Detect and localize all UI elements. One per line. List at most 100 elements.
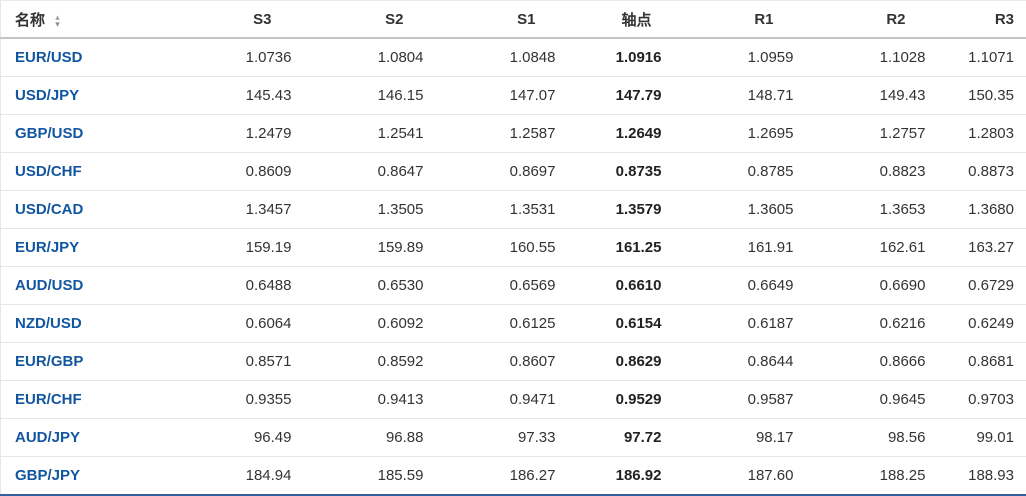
s1-value: 147.07 (436, 77, 568, 115)
column-header-s2[interactable]: S2 (304, 1, 436, 39)
pair-link[interactable]: GBP/USD (15, 125, 83, 142)
s2-value: 0.8647 (304, 153, 436, 191)
s1-value: 0.8607 (436, 343, 568, 381)
r3-value: 188.93 (938, 457, 1026, 496)
pair-link[interactable]: EUR/USD (15, 49, 83, 66)
r1-value: 1.0959 (674, 38, 806, 77)
s2-value: 1.3505 (304, 191, 436, 229)
pair-link[interactable]: EUR/CHF (15, 391, 82, 408)
table-header-row: 名称 ▴ ▾ S3 S2 S1 轴点 R1 R2 R3 (1, 1, 1026, 39)
pair-name-cell: EUR/CHF (1, 381, 164, 419)
pair-link[interactable]: AUD/USD (15, 277, 83, 294)
pair-name-cell: NZD/USD (1, 305, 164, 343)
pivot-value: 1.2649 (568, 115, 674, 153)
r3-value: 0.6249 (938, 305, 1026, 343)
r1-value: 0.8785 (674, 153, 806, 191)
r2-value: 1.1028 (806, 38, 938, 77)
column-header-r3[interactable]: R3 (938, 1, 1026, 39)
pair-name-cell: USD/JPY (1, 77, 164, 115)
pivot-value: 0.9529 (568, 381, 674, 419)
table-row: USD/CAD 1.3457 1.3505 1.3531 1.3579 1.36… (1, 191, 1026, 229)
column-header-s3[interactable]: S3 (164, 1, 304, 39)
table-row: USD/JPY 145.43 146.15 147.07 147.79 148.… (1, 77, 1026, 115)
r1-value: 0.8644 (674, 343, 806, 381)
r3-value: 0.8873 (938, 153, 1026, 191)
r2-value: 0.9645 (806, 381, 938, 419)
s2-value: 159.89 (304, 229, 436, 267)
r2-value: 0.6216 (806, 305, 938, 343)
pair-link[interactable]: USD/JPY (15, 87, 79, 104)
r1-value: 98.17 (674, 419, 806, 457)
column-header-r1[interactable]: R1 (674, 1, 806, 39)
r1-value: 161.91 (674, 229, 806, 267)
pivot-value: 0.6610 (568, 267, 674, 305)
s2-value: 0.8592 (304, 343, 436, 381)
column-header-name-label: 名称 (15, 12, 45, 29)
s1-value: 0.6125 (436, 305, 568, 343)
table-row: NZD/USD 0.6064 0.6092 0.6125 0.6154 0.61… (1, 305, 1026, 343)
table-row: GBP/JPY 184.94 185.59 186.27 186.92 187.… (1, 457, 1026, 496)
r1-value: 1.2695 (674, 115, 806, 153)
pair-link[interactable]: USD/CHF (15, 163, 82, 180)
pivot-value: 0.6154 (568, 305, 674, 343)
s2-value: 0.6092 (304, 305, 436, 343)
r2-value: 98.56 (806, 419, 938, 457)
s3-value: 1.3457 (164, 191, 304, 229)
s1-value: 97.33 (436, 419, 568, 457)
s3-value: 159.19 (164, 229, 304, 267)
r3-value: 163.27 (938, 229, 1026, 267)
s1-value: 0.9471 (436, 381, 568, 419)
pair-link[interactable]: AUD/JPY (15, 429, 80, 446)
pair-link[interactable]: EUR/GBP (15, 353, 83, 370)
s2-value: 96.88 (304, 419, 436, 457)
column-header-pivot[interactable]: 轴点 (568, 1, 674, 39)
r2-value: 188.25 (806, 457, 938, 496)
column-header-s1[interactable]: S1 (436, 1, 568, 39)
column-header-r2[interactable]: R2 (806, 1, 938, 39)
s3-value: 0.9355 (164, 381, 304, 419)
r3-value: 99.01 (938, 419, 1026, 457)
s3-value: 1.2479 (164, 115, 304, 153)
r3-value: 1.2803 (938, 115, 1026, 153)
s2-value: 0.6530 (304, 267, 436, 305)
pair-link[interactable]: EUR/JPY (15, 239, 79, 256)
r1-value: 1.3605 (674, 191, 806, 229)
pivot-value: 97.72 (568, 419, 674, 457)
pair-name-cell: AUD/JPY (1, 419, 164, 457)
s1-value: 1.0848 (436, 38, 568, 77)
s1-value: 0.6569 (436, 267, 568, 305)
pair-link[interactable]: NZD/USD (15, 315, 82, 332)
table-row: EUR/USD 1.0736 1.0804 1.0848 1.0916 1.09… (1, 38, 1026, 77)
table-row: AUD/USD 0.6488 0.6530 0.6569 0.6610 0.66… (1, 267, 1026, 305)
r1-value: 0.6649 (674, 267, 806, 305)
s1-value: 1.3531 (436, 191, 568, 229)
s3-value: 1.0736 (164, 38, 304, 77)
r1-value: 0.6187 (674, 305, 806, 343)
column-header-name[interactable]: 名称 ▴ ▾ (1, 1, 164, 39)
pair-name-cell: USD/CHF (1, 153, 164, 191)
pair-link[interactable]: GBP/JPY (15, 467, 80, 484)
sort-icon[interactable]: ▴ ▾ (55, 14, 60, 28)
s3-value: 0.8571 (164, 343, 304, 381)
pair-name-cell: USD/CAD (1, 191, 164, 229)
s3-value: 145.43 (164, 77, 304, 115)
s1-value: 186.27 (436, 457, 568, 496)
pair-name-cell: EUR/USD (1, 38, 164, 77)
r2-value: 0.6690 (806, 267, 938, 305)
r2-value: 1.3653 (806, 191, 938, 229)
s3-value: 96.49 (164, 419, 304, 457)
s2-value: 146.15 (304, 77, 436, 115)
pivot-value: 161.25 (568, 229, 674, 267)
r1-value: 148.71 (674, 77, 806, 115)
s2-value: 185.59 (304, 457, 436, 496)
s3-value: 0.6064 (164, 305, 304, 343)
pair-link[interactable]: USD/CAD (15, 201, 83, 218)
r3-value: 1.3680 (938, 191, 1026, 229)
pair-name-cell: AUD/USD (1, 267, 164, 305)
pivot-value: 186.92 (568, 457, 674, 496)
r2-value: 162.61 (806, 229, 938, 267)
pair-name-cell: EUR/JPY (1, 229, 164, 267)
r3-value: 150.35 (938, 77, 1026, 115)
s3-value: 0.8609 (164, 153, 304, 191)
